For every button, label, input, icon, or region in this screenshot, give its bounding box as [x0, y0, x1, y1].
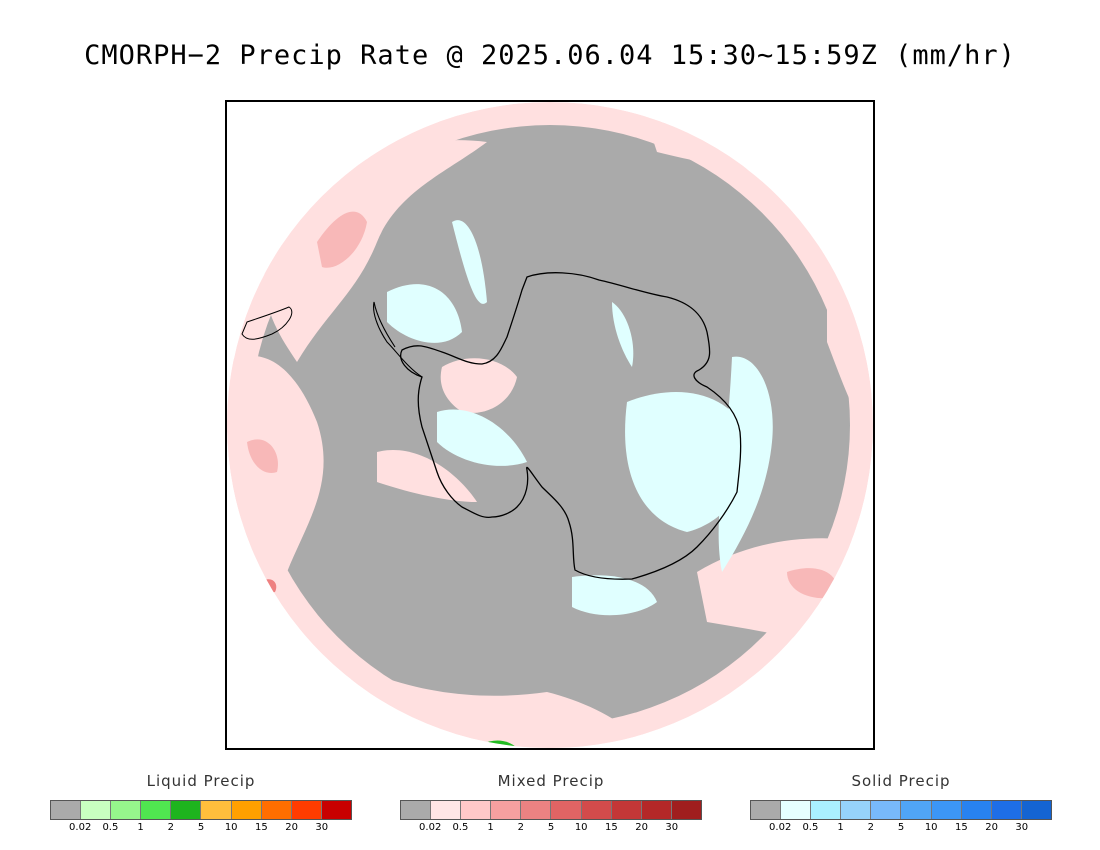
legend-swatch: [901, 801, 932, 819]
legend-tick-label: 15: [605, 822, 618, 833]
legend-title: Liquid Precip: [146, 772, 256, 790]
legend-tick-label: 5: [897, 822, 905, 833]
legend-bar: [50, 800, 352, 820]
legend-swatch: [321, 801, 351, 819]
legend-swatch: [781, 801, 812, 819]
legend-swatch: [491, 801, 522, 819]
mixed-precip-patch-peninsula: [440, 358, 517, 413]
antarctica-coastline: [400, 272, 742, 580]
legend-swatch: [111, 801, 142, 819]
legend-swatch: [641, 801, 672, 819]
legend-swatch: [871, 801, 902, 819]
legend-swatch: [231, 801, 262, 819]
mixed-precip-core-southeast: [787, 568, 838, 599]
mixed-precip-patch-west-band: [377, 450, 477, 502]
legend-tick-label: 5: [547, 822, 555, 833]
legend-tick-label: 0.5: [102, 822, 119, 833]
legend-swatch: [171, 801, 202, 819]
solid-precip-streak-south: [612, 302, 634, 367]
legend-tick-label: 10: [224, 822, 238, 833]
legend-tick-label: 20: [285, 822, 298, 833]
legend-liquid-precip: Liquid Precip 0.02 0.5 1 2 5 10 15 20 30: [50, 772, 352, 838]
legend-title: Mixed Precip: [497, 772, 605, 790]
legend-tick-label: 30: [1015, 822, 1029, 833]
legend-swatch: [261, 801, 292, 819]
legend-tick-label: 0.5: [802, 822, 819, 833]
legend-swatch: [141, 801, 172, 819]
legend-swatch: [751, 801, 782, 819]
solid-precip-patch-east: [625, 392, 749, 532]
legend-swatch: [551, 801, 582, 819]
legend-mixed-precip: Mixed Precip 0.02 0.5 1 2 5 10 15 20 30: [400, 772, 702, 838]
solid-precip-patch-ross: [572, 575, 657, 616]
legend-swatch: [291, 801, 322, 819]
legend-ticks: 0.02 0.5 1 2 5 10 15 20 30: [400, 822, 702, 838]
legend-tick-label: 2: [517, 822, 524, 833]
legend-bar: [400, 800, 702, 820]
legend-bar: [750, 800, 1052, 820]
legend-solid-precip: Solid Precip 0.02 0.5 1 2 5 10 15 20 30: [750, 772, 1052, 838]
legend-tick-label: 1: [137, 822, 144, 833]
legend-tick-label: 20: [635, 822, 648, 833]
legend-tick-label: 0.02: [69, 822, 92, 833]
map-title: CMORPH−2 Precip Rate @ 2025.06.04 15:30~…: [84, 40, 1016, 71]
legend-tick-label: 15: [255, 822, 268, 833]
mixed-precip-core-northwest: [317, 211, 367, 268]
polar-map[interactable]: [227, 102, 873, 748]
legend-swatch: [201, 801, 232, 819]
map-frame[interactable]: [225, 100, 875, 750]
mixed-precip-patch-east-rim: [827, 282, 873, 442]
legend-tick-label: 1: [837, 822, 844, 833]
legend-swatch: [401, 801, 432, 819]
legend-swatch: [961, 801, 992, 819]
legend-swatch: [991, 801, 1022, 819]
antarctic-peninsula-outline: [373, 301, 423, 378]
legend-tick-label: 10: [924, 822, 938, 833]
legend-ticks: 0.02 0.5 1 2 5 10 15 20 30: [750, 822, 1052, 838]
legend-tick-label: 30: [665, 822, 679, 833]
legend-tick-label: 10: [574, 822, 588, 833]
legend-swatch: [521, 801, 552, 819]
legend-tick-label: 20: [985, 822, 998, 833]
legend-tick-label: 2: [167, 822, 174, 833]
solid-precip-patch-interior: [437, 409, 527, 466]
legend-swatch: [431, 801, 462, 819]
legend-swatch: [51, 801, 82, 819]
legend-swatch: [1021, 801, 1051, 819]
solid-precip-streak-north: [452, 220, 487, 304]
legend-ticks: 0.02 0.5 1 2 5 10 15 20 30: [50, 822, 352, 838]
solid-precip-patch-west-sector: [387, 284, 462, 343]
legend-tick-label: 1: [487, 822, 494, 833]
legend-swatch: [581, 801, 612, 819]
legend-swatch: [461, 801, 492, 819]
legend-tick-label: 0.02: [769, 822, 792, 833]
legend-swatch: [841, 801, 872, 819]
legend-title: Solid Precip: [851, 772, 951, 790]
legend-swatch: [611, 801, 642, 819]
legend-swatch: [671, 801, 701, 819]
legend-tick-label: 30: [315, 822, 329, 833]
mixed-precip-core-west: [247, 439, 278, 473]
legend-tick-label: 0.5: [452, 822, 469, 833]
legend-swatch: [811, 801, 842, 819]
map-disk: [227, 102, 873, 748]
legend-tick-label: 5: [197, 822, 205, 833]
south-america-tip-outline: [241, 306, 293, 340]
legend-tick-label: 2: [867, 822, 874, 833]
legend-swatch: [81, 801, 112, 819]
legend-tick-label: 0.02: [419, 822, 442, 833]
legend-swatch: [931, 801, 962, 819]
legend-tick-label: 15: [955, 822, 968, 833]
